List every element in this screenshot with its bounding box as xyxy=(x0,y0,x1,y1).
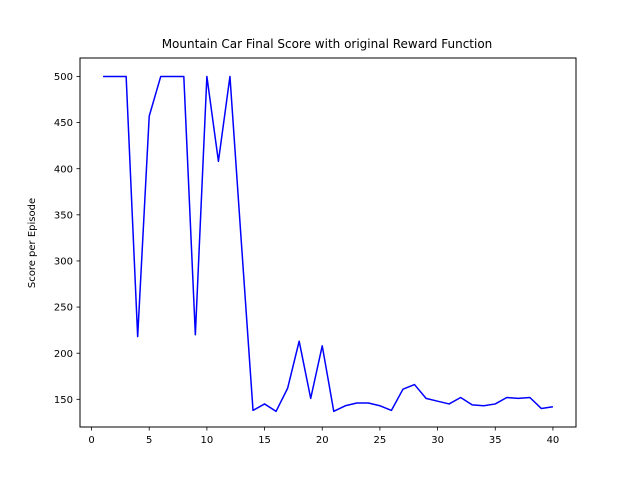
chart-title: Mountain Car Final Score with original R… xyxy=(162,37,493,51)
x-tick-label: 10 xyxy=(201,435,214,446)
series-group xyxy=(103,75,554,413)
y-ticks: 150 200 250 300 350 400 450 500 xyxy=(54,72,80,406)
plot-area-frame xyxy=(79,57,577,428)
y-tick-label: 300 xyxy=(54,257,73,268)
y-tick-label: 350 xyxy=(54,210,73,221)
x-tick-label: 20 xyxy=(316,435,329,446)
y-tick-label: 400 xyxy=(54,164,73,175)
x-tick-label: 40 xyxy=(547,435,560,446)
x-tick-label: 5 xyxy=(146,435,152,446)
x-tick-label: 30 xyxy=(431,435,444,446)
y-tick-label: 150 xyxy=(54,395,73,406)
y-axis-label: Score per Episode xyxy=(27,198,38,288)
x-tick-label: 15 xyxy=(258,435,271,446)
x-ticks: 0 5 10 15 20 25 30 35 40 xyxy=(88,427,559,446)
series-line xyxy=(103,75,554,413)
y-tick-label: 200 xyxy=(54,349,73,360)
x-tick-label: 25 xyxy=(374,435,387,446)
x-tick-label: 35 xyxy=(489,435,502,446)
x-tick-label: 0 xyxy=(88,435,94,446)
y-tick-label: 450 xyxy=(54,118,73,129)
y-tick-label: 500 xyxy=(54,72,73,83)
y-tick-label: 250 xyxy=(54,303,73,314)
